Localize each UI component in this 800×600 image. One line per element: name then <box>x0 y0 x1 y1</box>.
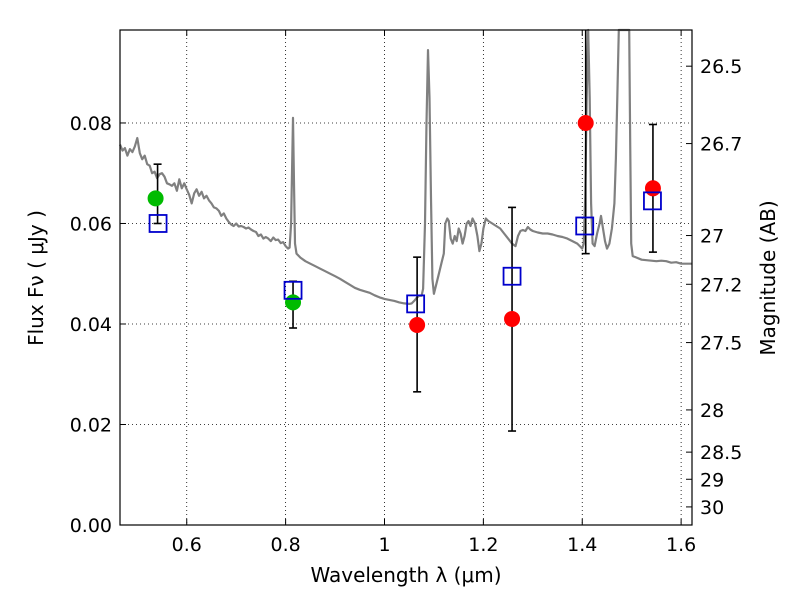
observed-point <box>577 114 594 131</box>
x-tick-label: 1 <box>378 534 390 556</box>
model-photometry-square <box>575 216 595 236</box>
observed-point <box>409 316 426 333</box>
x-tick-label: 1.2 <box>468 534 498 556</box>
spectrum-line <box>118 28 692 305</box>
right-tick-label: 26.7 <box>700 134 742 156</box>
spectrum-series <box>118 28 692 305</box>
marker-series <box>147 114 662 333</box>
right-axis-title: Magnitude (AB) <box>756 200 780 355</box>
y-tick-label: 0.08 <box>70 113 112 135</box>
y-axis-title: Flux Fν ( μJy ) <box>24 210 48 346</box>
y-tick-label: 0.06 <box>70 213 112 235</box>
error-bar-series <box>153 30 657 432</box>
right-tick-label: 28.5 <box>700 442 742 464</box>
y-tick-label: 0.02 <box>70 414 112 436</box>
right-tick-label: 27 <box>700 226 724 248</box>
observed-point <box>504 310 521 327</box>
observed-point <box>285 294 302 311</box>
x-axis-title: Wavelength λ (μm) <box>310 563 501 587</box>
model-photometry-square <box>502 266 522 286</box>
model-photometry-square <box>283 280 303 300</box>
observed-point <box>147 190 164 207</box>
grid-lines <box>120 30 692 526</box>
x-tick-label: 1.6 <box>666 534 696 556</box>
model-photometry-square <box>643 191 662 211</box>
right-tick-label: 28 <box>700 400 724 422</box>
model-photometry-square <box>148 214 168 233</box>
right-tick-label: 26.5 <box>700 56 742 78</box>
model-photometry-square <box>406 294 426 314</box>
x-tick-label: 0.6 <box>172 534 202 556</box>
x-tick-label: 1.4 <box>567 534 597 556</box>
right-tick-label: 30 <box>700 497 724 519</box>
y-tick-label: 0.00 <box>70 515 112 537</box>
right-tick-label: 27.5 <box>700 333 742 355</box>
axis-ticks: 0.6 0.8 1 1.2 1.4 1.6 0.00 0.02 0.04 0.06 0.08 26.5… <box>70 30 742 556</box>
plot-frame <box>119 29 693 526</box>
right-tick-label: 27.2 <box>700 274 742 296</box>
right-tick-label: 29 <box>700 469 724 491</box>
observed-point <box>644 180 661 197</box>
x-tick-label: 0.8 <box>271 534 301 556</box>
y-tick-label: 0.04 <box>70 314 112 336</box>
